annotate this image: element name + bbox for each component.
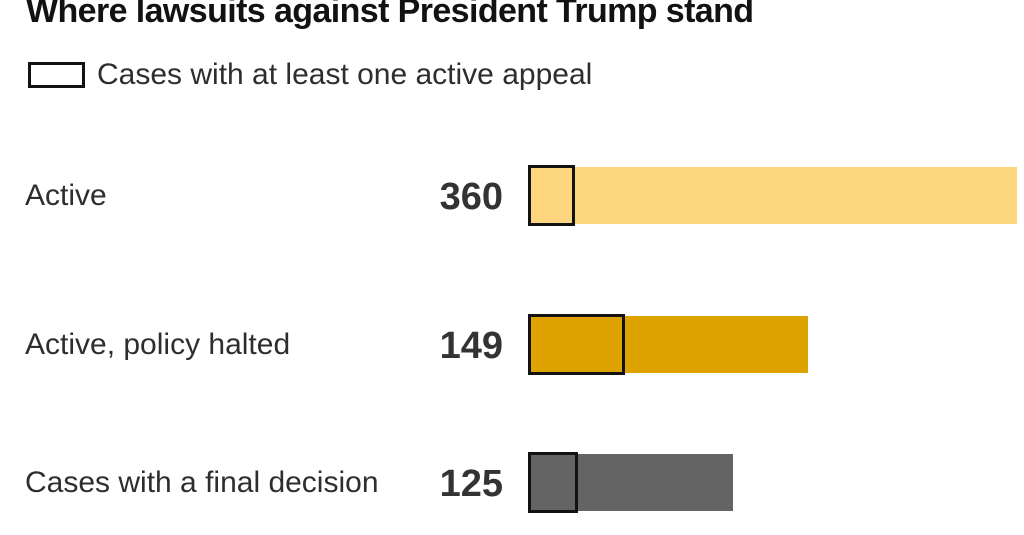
category-label: Active bbox=[25, 178, 107, 212]
value-label: 125 bbox=[439, 462, 503, 505]
appeal-outline-box bbox=[528, 165, 575, 226]
chart-row: Cases with a final decision 125 bbox=[0, 452, 1024, 513]
appeal-outline-box bbox=[528, 452, 578, 513]
value-label: 149 bbox=[439, 324, 503, 367]
legend-swatch-icon bbox=[28, 62, 85, 88]
category-label: Active, policy halted bbox=[25, 327, 291, 361]
chart-row: Active 360 bbox=[0, 165, 1024, 226]
chart-row: Active, policy halted 149 bbox=[0, 314, 1024, 375]
value-label: 360 bbox=[439, 175, 503, 218]
chart-title: Where lawsuits against President Trump s… bbox=[26, 0, 754, 30]
bar-segment bbox=[529, 167, 1017, 224]
appeal-outline-box bbox=[528, 314, 625, 375]
category-label: Cases with a final decision bbox=[25, 465, 379, 499]
legend-label: Cases with at least one active appeal bbox=[97, 58, 593, 91]
legend: Cases with at least one active appeal bbox=[28, 58, 592, 92]
